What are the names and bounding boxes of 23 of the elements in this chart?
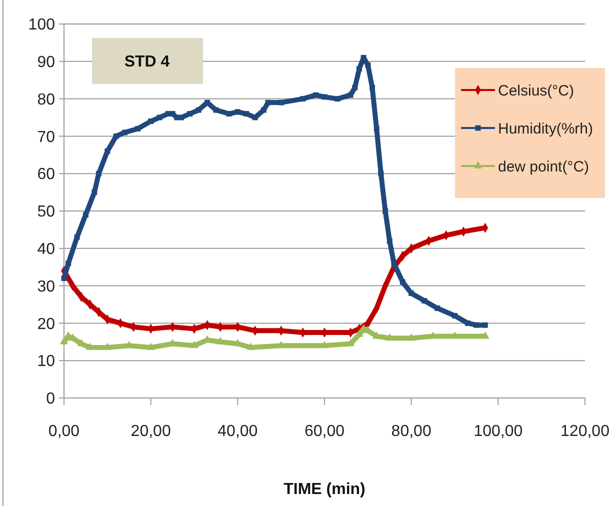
y-tick-label: 30	[37, 278, 56, 296]
y-tick-label: 60	[37, 166, 56, 184]
y-tick-label: 10	[37, 353, 56, 370]
y-tick-label: 90	[37, 54, 56, 71]
x-tick-label: 40,00	[218, 423, 258, 440]
annotation: STD 4	[124, 54, 170, 71]
legend-label: Humidity(%rh)	[498, 120, 594, 138]
legend-label: Celsius(°C)	[498, 82, 574, 100]
x-axis-title: TIME (min)	[284, 481, 366, 498]
y-tick-label: 70	[37, 128, 56, 146]
y-tick-label: 100	[28, 16, 56, 34]
legend-label: dew point(°C)	[498, 158, 590, 176]
x-tick-label: 20,00	[130, 423, 171, 440]
x-tick-label: 80,00	[391, 423, 432, 440]
x-tick-label: 0,00	[48, 423, 80, 440]
x-tick-label: 100,00	[474, 423, 523, 440]
y-tick-label: 80	[37, 91, 56, 108]
y-tick-label: 40	[37, 241, 56, 258]
y-tick-label: 0	[46, 390, 56, 408]
x-tick-label: 120,00	[560, 423, 610, 440]
x-tick-label: 60,00	[304, 423, 345, 440]
y-tick-label: 50	[37, 204, 56, 221]
y-tick-label: 20	[37, 316, 56, 333]
